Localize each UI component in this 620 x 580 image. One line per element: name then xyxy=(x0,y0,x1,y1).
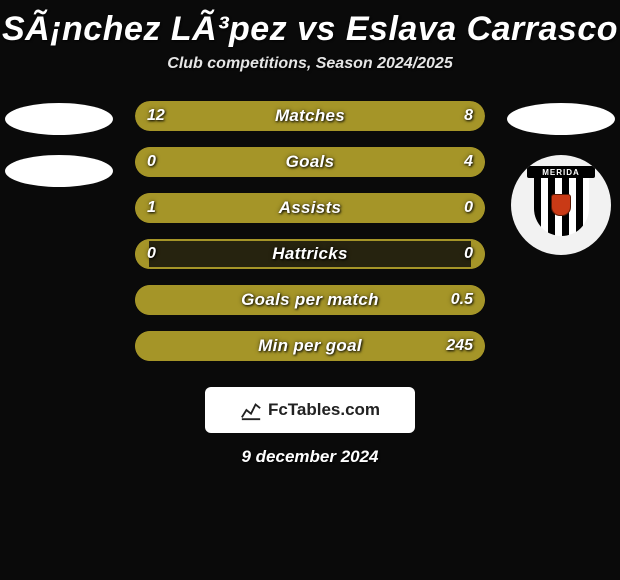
left-player-column xyxy=(4,101,114,207)
page-root: SÃ¡nchez LÃ³pez vs Eslava Carrasco Club … xyxy=(0,0,620,467)
club-badge-stripes: MERIDA xyxy=(534,174,589,236)
bar-label: Goals per match xyxy=(135,285,485,315)
brand-footer[interactable]: FcTables.com xyxy=(205,387,415,433)
comparison-row: 0.5Goals per match xyxy=(135,285,485,315)
comparison-bars: 128Matches 04Goals 10Assists 00Hattricks 0.5… xyxy=(135,101,485,361)
left-player-avatar-placeholder xyxy=(5,103,113,135)
page-title: SÃ¡nchez LÃ³pez vs Eslava Carrasco xyxy=(0,0,620,55)
comparison-row: 04Goals xyxy=(135,147,485,177)
right-player-club-badge: MERIDA xyxy=(511,155,611,255)
right-player-avatar-placeholder xyxy=(507,103,615,135)
left-player-club-placeholder xyxy=(5,155,113,187)
page-subtitle: Club competitions, Season 2024/2025 xyxy=(0,55,620,73)
comparison-row: 245Min per goal xyxy=(135,331,485,361)
bar-label: Hattricks xyxy=(135,239,485,269)
bar-label: Min per goal xyxy=(135,331,485,361)
bar-label: Assists xyxy=(135,193,485,223)
comparison-row: 128Matches xyxy=(135,101,485,131)
chart-icon xyxy=(240,399,262,421)
bar-label: Goals xyxy=(135,147,485,177)
club-badge-crest xyxy=(551,194,571,216)
club-badge-label: MERIDA xyxy=(527,166,595,178)
comparison-row: 00Hattricks xyxy=(135,239,485,269)
comparison-content: MERIDA 128Matches 04Goals 10Assists 00Hattr… xyxy=(0,101,620,361)
right-player-column: MERIDA xyxy=(506,101,616,255)
bar-label: Matches xyxy=(135,101,485,131)
comparison-row: 10Assists xyxy=(135,193,485,223)
footer-date: 9 december 2024 xyxy=(0,447,620,467)
brand-text: FcTables.com xyxy=(268,400,380,420)
